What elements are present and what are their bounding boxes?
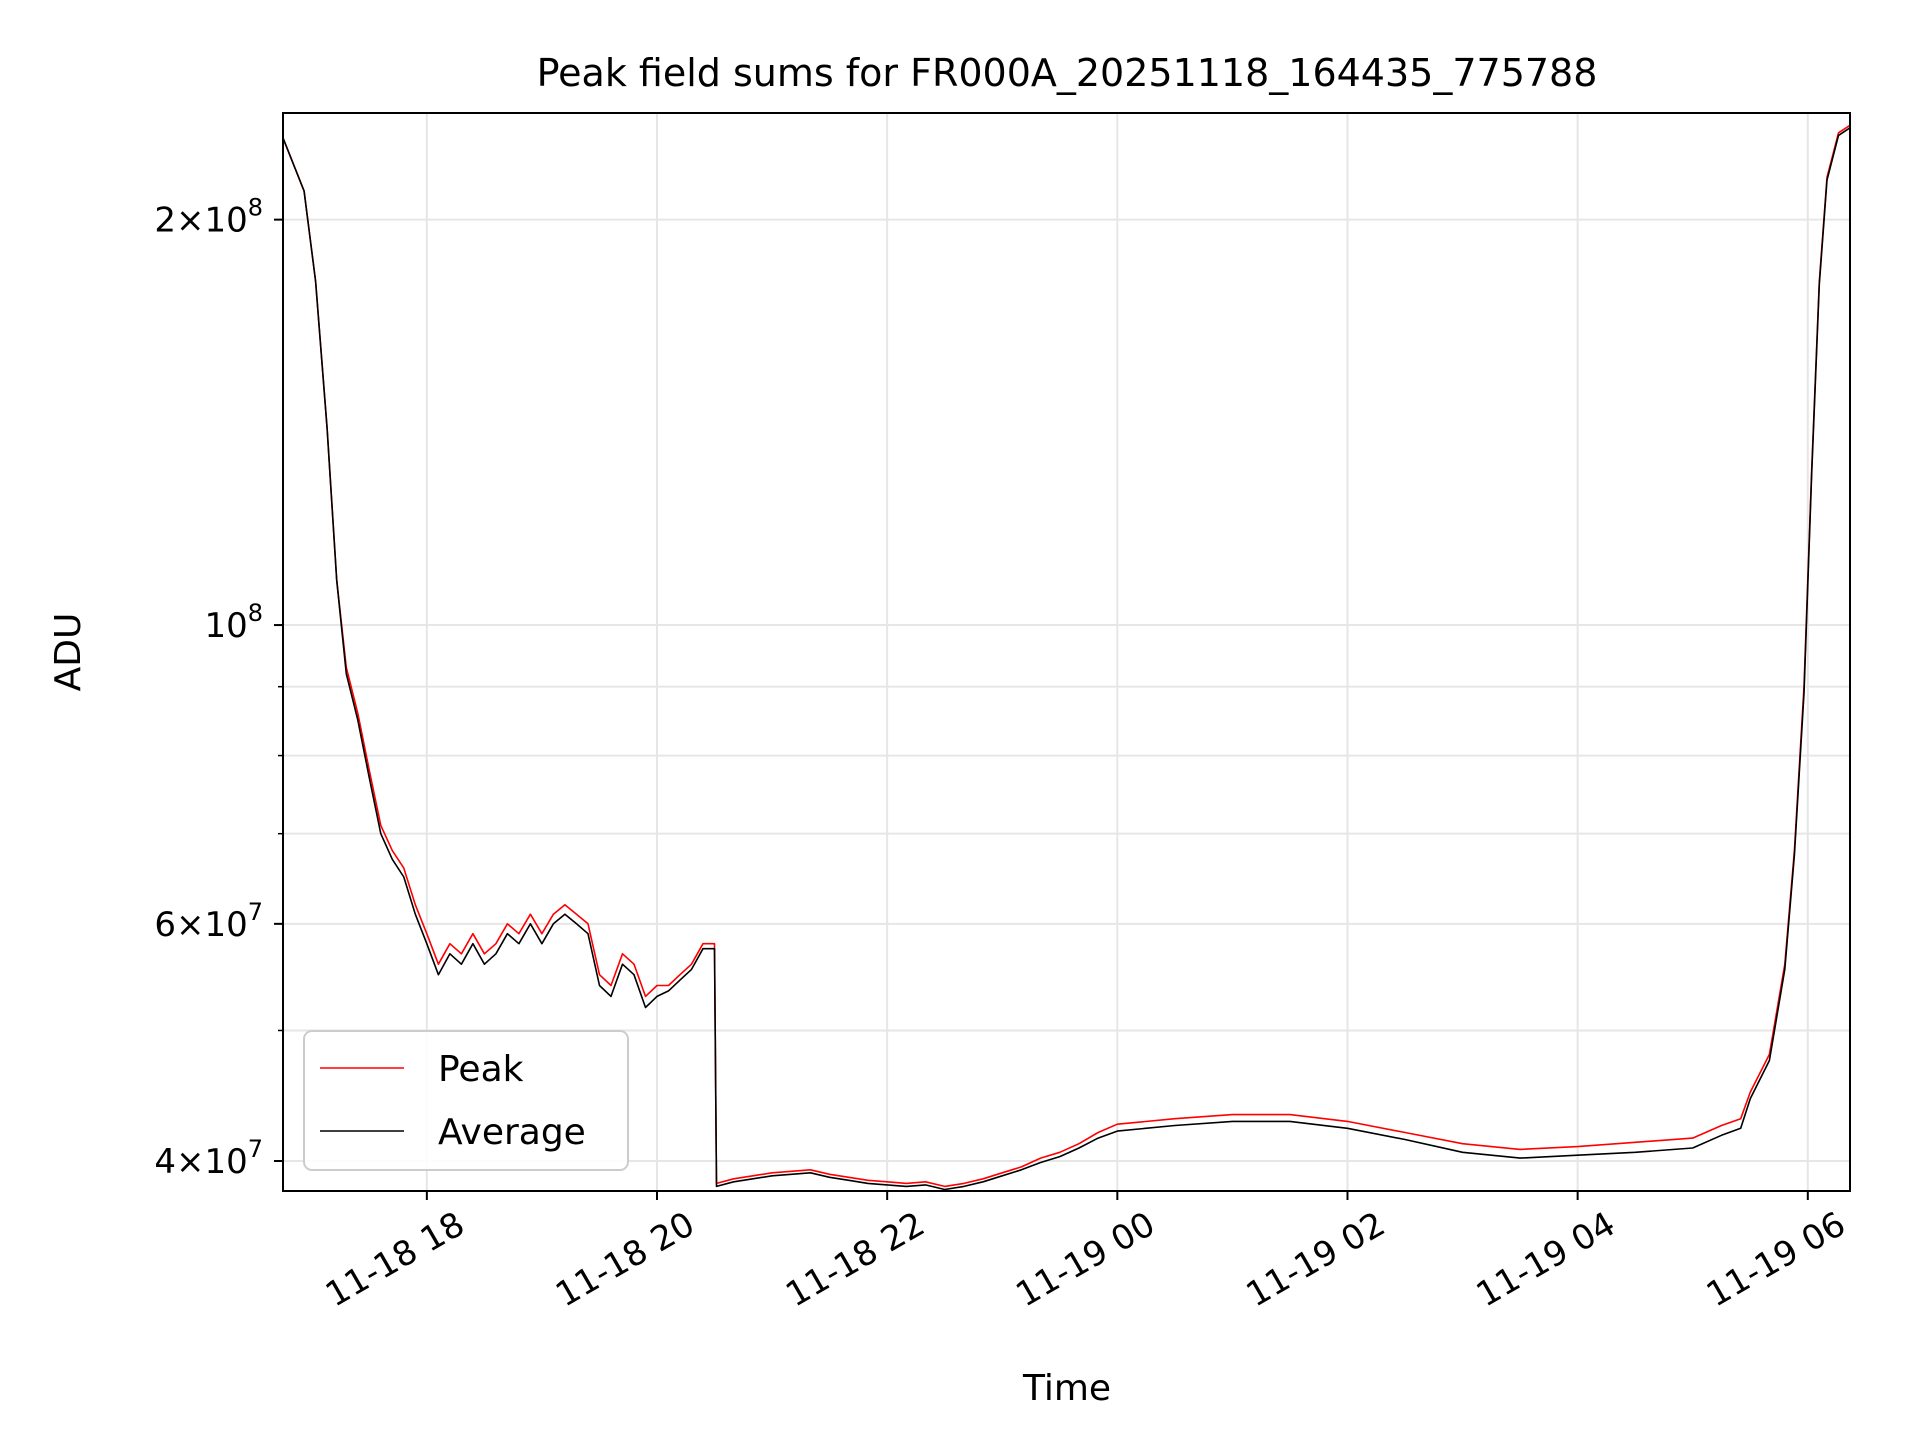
series-lines <box>282 124 1851 1191</box>
y-tick-label: 108 <box>204 599 263 646</box>
y-tick-label: 6×107 <box>154 898 263 945</box>
x-tick-label: 11-19 02 <box>1240 1204 1392 1315</box>
x-tick-label: 11-19 00 <box>1009 1204 1161 1315</box>
x-axis-label: Time <box>1022 1368 1111 1409</box>
x-tick-label: 11-19 04 <box>1470 1204 1622 1315</box>
x-axis: 11-18 18 11-18 20 11-18 22 11-19 00 11-19 02… <box>319 1191 1852 1315</box>
y-tick-label: 2×108 <box>154 194 263 241</box>
grid <box>283 113 1850 1191</box>
x-tick-label: 11-18 22 <box>779 1204 931 1315</box>
legend-label-peak: Peak <box>438 1049 524 1090</box>
y-tick-label: 4×107 <box>154 1135 263 1182</box>
legend: Peak Average <box>303 1030 629 1171</box>
y-axis-label: ADU <box>48 613 89 692</box>
y-tick-base: 2×10 <box>154 201 247 241</box>
x-tick-label: 11-18 20 <box>549 1204 701 1315</box>
y-tick-base: 10 <box>204 606 247 646</box>
series-line-average <box>282 127 1851 1191</box>
series-line-peak <box>282 124 1851 1188</box>
chart-title: Peak field sums for FR000A_20251118_1644… <box>537 51 1598 95</box>
y-tick-exponent: 8 <box>248 194 263 222</box>
y-tick-base: 6×10 <box>154 905 247 945</box>
plot-area <box>282 112 1851 1192</box>
legend-box <box>303 1030 629 1171</box>
y-tick-exponent: 8 <box>248 599 263 627</box>
x-tick-label: 11-19 06 <box>1700 1204 1852 1315</box>
y-tick-base: 4×10 <box>154 1142 247 1182</box>
plot-background <box>283 113 1850 1191</box>
plot-frame <box>282 112 1851 1192</box>
x-tick-label: 11-18 18 <box>319 1204 471 1315</box>
y-tick-exponent: 7 <box>248 1135 263 1163</box>
y-tick-exponent: 7 <box>248 898 263 926</box>
legend-label-average: Average <box>438 1112 586 1153</box>
